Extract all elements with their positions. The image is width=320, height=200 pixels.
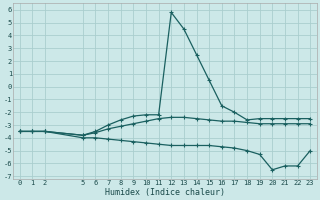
X-axis label: Humidex (Indice chaleur): Humidex (Indice chaleur): [105, 188, 225, 197]
